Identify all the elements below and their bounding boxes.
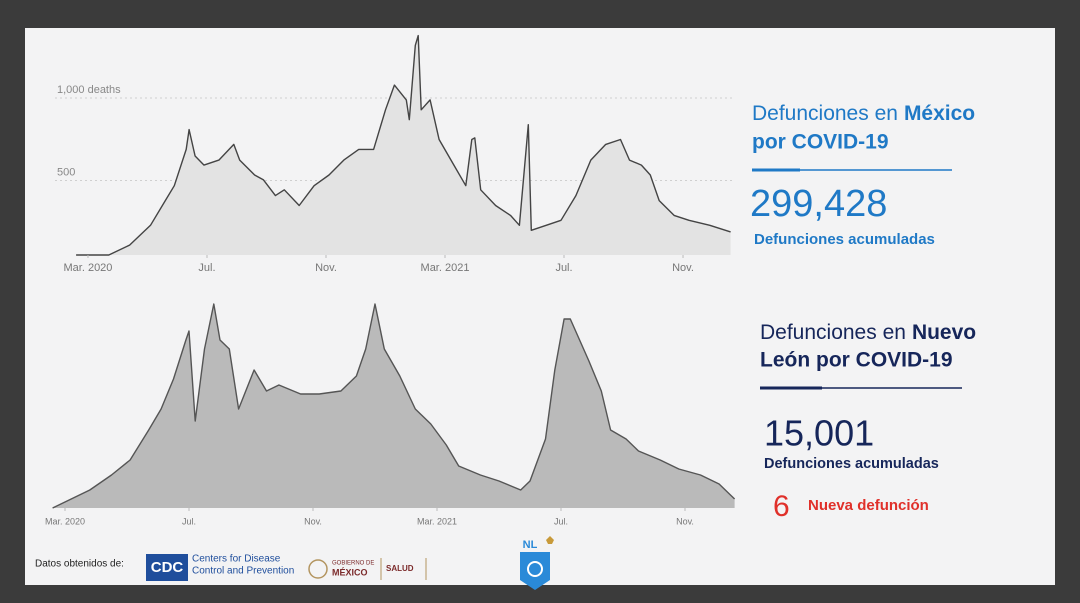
title-part: México [904, 102, 975, 125]
x-tick-label: Mar. 2021 [417, 516, 457, 526]
salud-text: SALUD [386, 564, 414, 573]
charts: 500 1,000 deaths Mar. 2020 Jul. Nov. Mar. 202… [45, 34, 736, 526]
area-line [76, 34, 731, 256]
x-tick-label: Nov. [676, 516, 694, 526]
total-label: Defunciones acumuladas [754, 231, 935, 248]
x-tick-label: Jul. [555, 262, 572, 274]
gov-seal [308, 559, 328, 579]
new-count: 6 [773, 490, 790, 523]
y-tick-label: 500 [57, 166, 75, 178]
crown [546, 536, 554, 544]
x-tick-label: Nov. [315, 262, 337, 274]
area-fill [76, 35, 731, 255]
state-text: NL [523, 539, 538, 551]
shield-emblem [527, 561, 543, 577]
total-label: Defunciones acumuladas [764, 456, 939, 472]
cdc-logo [146, 554, 188, 581]
panel-title: Defunciones en Nuevo [760, 321, 976, 344]
total: 299,428 [750, 183, 887, 225]
x-tick-label: Jul. [182, 516, 196, 526]
cdc-text: CDC [151, 559, 184, 576]
area-line [52, 303, 736, 509]
panel-title: por COVID-19 [752, 131, 889, 154]
gov-text: GOBIERNO DE [332, 561, 374, 567]
x-tick-label: Nov. [304, 516, 322, 526]
source-label: Datos obtenidos de: [35, 559, 124, 570]
panel-title: Defunciones en México [752, 102, 975, 125]
x-tick-label: Mar. 2020 [64, 262, 113, 274]
x-tick-label: Jul. [554, 516, 568, 526]
new-label: Nueva defunción [808, 497, 929, 514]
y-tick-label: 1,000 deaths [57, 84, 121, 96]
title-part: Nuevo [912, 321, 976, 344]
gov-text: MÉXICO [332, 567, 368, 577]
title-part: Defunciones en [752, 102, 898, 125]
panel-title: León por COVID-19 [760, 349, 953, 372]
x-tick-label: Jul. [198, 262, 215, 274]
total: 15,001 [764, 413, 874, 454]
x-tick-label: Mar. 2020 [45, 516, 85, 526]
title-part: Defunciones en [760, 321, 906, 344]
cdc-name: Centers for Disease [192, 554, 281, 565]
cdc-name: Control and Prevention [192, 566, 294, 577]
shield [520, 552, 550, 590]
x-tick-label: Nov. [672, 262, 694, 274]
area-fill [52, 304, 735, 508]
x-tick-label: Mar. 2021 [421, 262, 470, 274]
